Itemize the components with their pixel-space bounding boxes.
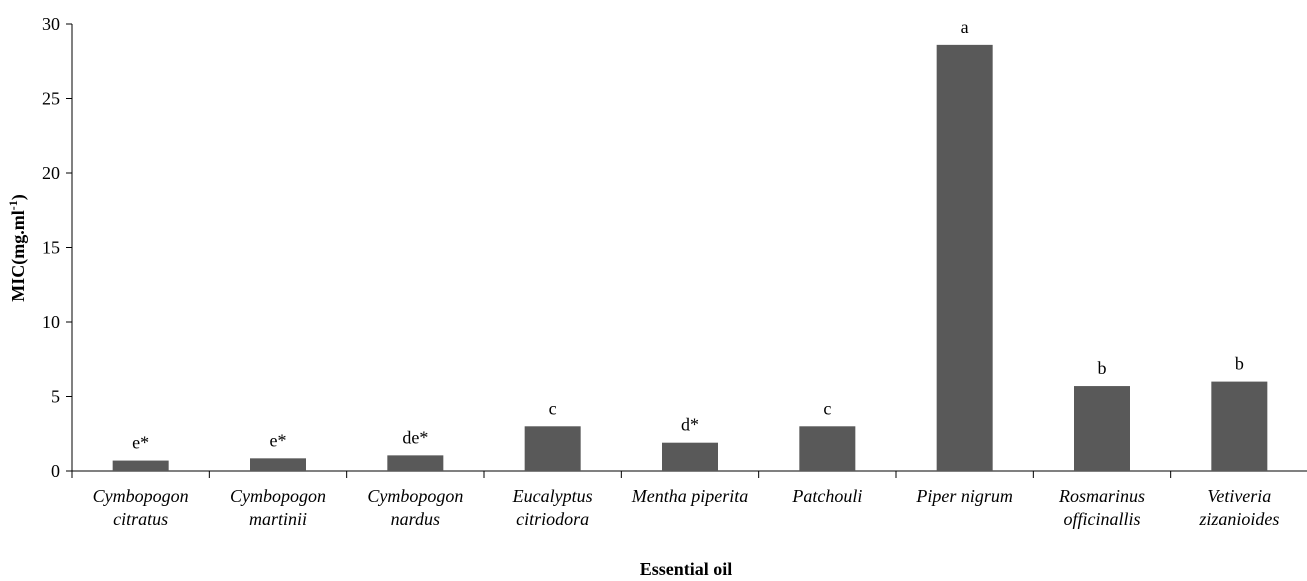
bar-data-label: b	[1098, 358, 1107, 378]
x-axis	[71, 470, 1307, 478]
bar	[1074, 386, 1130, 471]
bar	[524, 426, 581, 471]
y-tick-label: 15	[42, 238, 60, 258]
bar	[112, 460, 169, 471]
bar	[662, 442, 718, 471]
bar	[799, 426, 856, 471]
bar	[387, 455, 444, 471]
bar	[1211, 381, 1268, 471]
bar-data-label: de*	[402, 427, 428, 447]
x-tick-label: Cymbopogon martinii	[230, 486, 326, 529]
x-tick-label: Cymbopogon nardus	[367, 486, 463, 529]
bar-data-label: b	[1235, 354, 1244, 374]
y-tick-label: 10	[42, 312, 60, 332]
bar-data-label: a	[961, 17, 969, 37]
bar-data-label: d*	[681, 415, 699, 435]
y-axis: 0 5 10 15 20 25 30	[42, 14, 73, 481]
y-axis-title: MIC(mg.ml-1)	[6, 194, 29, 301]
bar-data-label: e*	[270, 430, 287, 450]
bar	[250, 458, 306, 471]
y-tick-label: 30	[42, 14, 60, 34]
x-tick-label: Mentha piperita	[631, 486, 748, 506]
y-tick-label: 20	[42, 163, 60, 183]
bar	[936, 44, 993, 472]
category-labels: Cymbopogon citratus Cymbopogon martinii Cymb…	[93, 486, 1280, 529]
bars	[112, 44, 1268, 472]
bar-data-label: c	[549, 398, 557, 418]
y-tick-label: 0	[51, 461, 60, 481]
x-tick-label: Patchouli	[791, 486, 862, 506]
x-tick-label: Piper nigrum	[915, 486, 1013, 506]
x-axis-title: Essential oil	[640, 559, 733, 579]
x-tick-label: Eucalyptus citriodora	[512, 486, 593, 529]
bar-data-label: c	[823, 398, 831, 418]
x-tick-label: Rosmarinus officinallis	[1058, 486, 1145, 529]
y-tick-label: 5	[51, 387, 60, 407]
bar-data-label: e*	[132, 433, 149, 453]
x-tick-label: Vetiveria zizanioides	[1198, 486, 1279, 529]
x-tick-label: Cymbopogon citratus	[93, 486, 189, 529]
y-tick-label: 25	[42, 89, 60, 109]
bar-labels: e* e* de* c d* c a b b	[132, 17, 1244, 453]
